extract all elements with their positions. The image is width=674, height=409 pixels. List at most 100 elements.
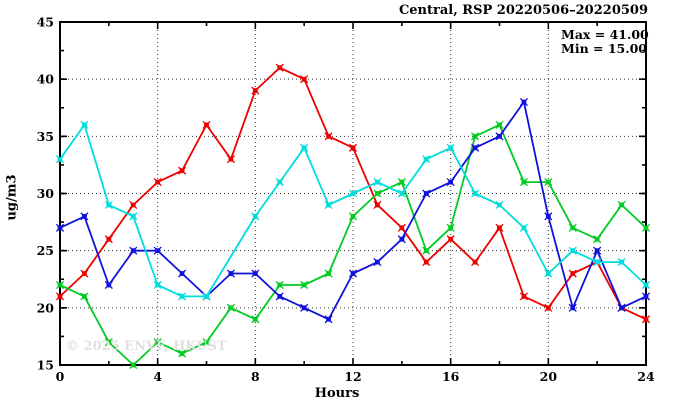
marker-blue <box>422 189 431 198</box>
marker-green <box>617 200 626 209</box>
marker-blue <box>153 246 162 255</box>
marker-blue <box>226 269 235 278</box>
marker-green <box>153 338 162 347</box>
marker-red <box>446 235 455 244</box>
marker-red <box>275 63 284 72</box>
marker-red <box>178 166 187 175</box>
marker-blue <box>104 280 113 290</box>
marker-green <box>324 269 333 278</box>
marker-cyan <box>104 200 113 209</box>
marker-red <box>348 143 358 152</box>
marker-green <box>471 132 480 141</box>
marker-cyan <box>593 258 602 267</box>
marker-green <box>568 223 577 232</box>
marker-red <box>226 155 235 164</box>
marker-red <box>397 223 406 232</box>
marker-cyan <box>55 155 65 164</box>
marker-green <box>178 349 187 358</box>
y-tick-label: 35 <box>37 129 54 144</box>
marker-blue <box>519 97 528 107</box>
marker-blue <box>300 303 309 312</box>
marker-blue <box>446 178 455 187</box>
marker-cyan <box>129 212 138 221</box>
marker-green <box>519 178 528 187</box>
marker-cyan <box>275 178 284 187</box>
marker-red <box>202 120 211 129</box>
marker-green <box>593 235 602 244</box>
marker-blue <box>324 315 333 324</box>
marker-green <box>348 212 358 221</box>
marker-green <box>104 338 113 347</box>
min-annotation: Min = 15.00 <box>561 41 647 56</box>
marker-blue <box>641 292 651 301</box>
marker-red <box>251 86 260 95</box>
marker-green <box>226 303 235 312</box>
marker-red <box>373 200 382 209</box>
marker-red <box>519 292 528 301</box>
marker-red <box>495 223 504 232</box>
x-tick-label: 8 <box>251 369 260 384</box>
plot-frame <box>59 21 647 366</box>
x-tick-label: 20 <box>540 369 558 384</box>
marker-green <box>275 280 284 290</box>
marker-green <box>495 120 504 129</box>
marker-cyan <box>153 280 162 290</box>
marker-red <box>129 200 138 209</box>
marker-green <box>373 189 382 198</box>
series-line-cyan <box>59 124 647 298</box>
max-min-annotation: Max = 41.00 Min = 15.00 <box>561 28 649 56</box>
x-tick-label: 4 <box>153 369 162 384</box>
marker-green <box>544 178 553 187</box>
marker-cyan <box>617 258 626 267</box>
marker-cyan <box>397 189 406 198</box>
marker-red <box>300 75 309 84</box>
y-axis-label: ug/m3 <box>4 174 20 221</box>
marker-red <box>153 178 162 187</box>
marker-blue <box>129 246 138 255</box>
marker-cyan <box>373 178 382 187</box>
marker-green <box>80 292 89 301</box>
y-tick-label: 20 <box>37 300 55 315</box>
marker-cyan <box>471 189 480 198</box>
series-line-green <box>59 124 647 366</box>
marker-cyan <box>300 143 309 152</box>
x-tick-label: 16 <box>442 369 460 384</box>
marker-cyan <box>178 292 187 301</box>
x-axis-label: Hours <box>314 386 360 401</box>
marker-green <box>422 246 431 255</box>
marker-blue <box>275 292 284 301</box>
marker-red <box>568 269 577 278</box>
marker-green <box>446 223 455 232</box>
marker-red <box>544 303 553 312</box>
marker-cyan <box>251 212 260 221</box>
marker-red <box>422 258 431 267</box>
y-tick-label: 40 <box>37 72 55 87</box>
marker-blue <box>55 223 65 232</box>
marker-red <box>104 235 113 244</box>
marker-green <box>300 280 309 290</box>
x-tick-label: 24 <box>637 369 655 384</box>
marker-cyan <box>446 143 455 152</box>
marker-cyan <box>422 155 431 164</box>
marker-cyan <box>495 200 504 209</box>
marker-cyan <box>202 292 211 301</box>
marker-green <box>129 360 138 370</box>
marker-cyan <box>519 223 528 232</box>
x-tick-label: 0 <box>56 369 65 384</box>
marker-cyan <box>348 189 358 198</box>
marker-blue <box>568 303 577 312</box>
marker-blue <box>178 269 187 278</box>
marker-blue <box>471 143 480 152</box>
max-annotation: Max = 41.00 <box>561 27 649 42</box>
marker-red <box>55 292 65 301</box>
marker-blue <box>348 269 358 278</box>
marker-blue <box>593 246 602 255</box>
marker-cyan <box>80 120 89 129</box>
marker-green <box>397 178 406 187</box>
x-tick-label: 12 <box>344 369 361 384</box>
y-tick-label: 25 <box>37 243 54 258</box>
marker-blue <box>373 258 382 267</box>
marker-cyan <box>544 269 553 278</box>
marker-blue <box>617 303 626 312</box>
